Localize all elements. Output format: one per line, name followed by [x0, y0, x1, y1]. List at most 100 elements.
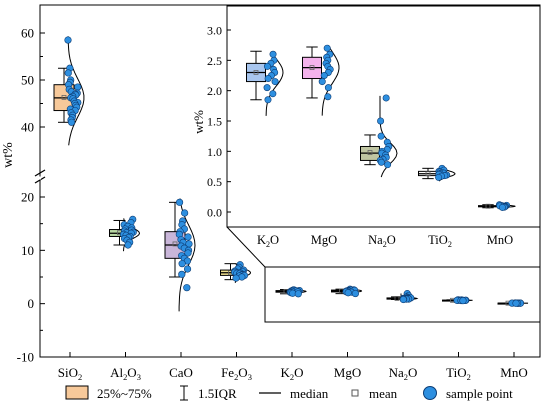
y-tick-label: 20 [21, 190, 34, 205]
box-group-MgO [302, 44, 340, 116]
label-subscript: 2 [266, 240, 270, 249]
inset-panel: 0.00.51.01.52.02.53.0wt%K2O MgO Na2O TiO2 Mn… [191, 5, 541, 249]
mean-marker [61, 94, 67, 100]
label-text: MgO [311, 233, 337, 247]
legend: 25%~75% 1.5IQR median mean sample point [65, 385, 513, 401]
main-marks [53, 36, 529, 312]
label-subscript: 3 [248, 372, 252, 382]
inset-x-tick-label: Na2O [368, 233, 396, 249]
inset-y-tick-label: 0.0 [207, 206, 222, 220]
zoom-box [226, 226, 541, 323]
inset-x-tick-label: MgO [311, 233, 337, 247]
label-text: K [257, 233, 266, 247]
y-tick-label: 50 [21, 73, 34, 88]
sample-point [269, 50, 277, 58]
legend-swatch-mean [351, 389, 359, 397]
x-tick-label: Fe2O3 [221, 365, 252, 382]
legend-label-mean: mean [369, 386, 398, 401]
inset-x-tick-label: TiO2 [428, 233, 452, 249]
sample-point [377, 132, 385, 140]
inset-x-tick-label: K2O [257, 233, 279, 249]
sample-point [324, 84, 332, 92]
sample-point [294, 290, 302, 298]
mean-marker [367, 150, 373, 155]
sample-point [512, 299, 520, 307]
sample-point [377, 158, 385, 166]
label-text: O [294, 365, 303, 380]
box-group-MnO [478, 201, 516, 211]
sample-point [498, 203, 506, 211]
label-text: TiO [428, 233, 448, 247]
box-group-Fe2O3 [220, 261, 252, 284]
sample-point [232, 274, 240, 282]
x-tick-label: K2O [281, 365, 304, 382]
label-text: O [238, 365, 247, 380]
sample-point [67, 118, 76, 126]
label-subscript: 2 [78, 372, 82, 382]
y-axis-label: wt% [1, 142, 16, 168]
box-group-Na2O [360, 94, 398, 178]
box-group-Na2O [386, 290, 419, 304]
sample-point [269, 90, 277, 98]
label-text: O [270, 233, 279, 247]
y-tick-label: 60 [21, 26, 34, 41]
sample-point [264, 75, 272, 83]
sample-point [271, 78, 279, 86]
box-group-Al2O3 [109, 215, 141, 252]
label-subscript: 2 [234, 372, 238, 382]
sample-point [351, 289, 359, 298]
legend-swatch-point [423, 386, 437, 400]
sample-point [323, 44, 331, 52]
axis-break-mark [34, 169, 46, 177]
inset-y-tick-label: 0.5 [207, 175, 222, 189]
label-text: O [387, 233, 396, 247]
x-tick-label: MnO [500, 365, 527, 380]
label-text: CaO [169, 365, 193, 380]
sample-point [344, 289, 352, 297]
density-curve [67, 36, 85, 146]
label-subscript: 2 [123, 372, 127, 382]
label-text: TiO [446, 365, 466, 380]
box-group-SiO2 [53, 36, 85, 146]
axis-break-gap [39, 176, 41, 180]
label-subscript: 2 [290, 372, 294, 382]
label-text: SiO [58, 365, 78, 380]
sample-point [181, 209, 189, 217]
label-text: Al [110, 365, 123, 380]
sample-point [263, 62, 271, 70]
box-group-TiO2 [442, 296, 473, 305]
label-subscript: 2 [383, 240, 387, 249]
density-curve [265, 51, 284, 116]
legend-swatch-box [65, 385, 89, 400]
label-text: Fe [221, 365, 234, 380]
sample-point [384, 161, 392, 169]
legend-label-point: sample point [446, 386, 513, 401]
inset-y-tick-label: 2.5 [207, 54, 222, 68]
label-text: MnO [487, 233, 513, 247]
mean-marker [394, 296, 400, 301]
x-tick-label: Na2O [389, 365, 418, 382]
legend-label-whisker: 1.5IQR [198, 386, 237, 401]
legend-label-median: median [290, 386, 329, 401]
sample-point [320, 72, 328, 80]
inset-y-tick-label: 1.5 [207, 115, 222, 129]
label-text: O [127, 365, 136, 380]
legend-label-box: 25%~75% [97, 386, 152, 401]
y-tick-label: 40 [21, 120, 34, 135]
label-subscript: 2 [467, 372, 471, 382]
mean-marker [485, 203, 491, 209]
x-tick-label: TiO2 [446, 365, 471, 382]
density-curve [321, 44, 340, 116]
sample-point [64, 69, 72, 77]
sample-point [183, 265, 192, 273]
mean-marker [309, 65, 315, 71]
x-tick-label: Al2O3 [110, 365, 141, 382]
box-group-TiO2 [418, 164, 456, 182]
y-tick-label: -10 [17, 350, 34, 365]
sample-point [459, 297, 467, 305]
zoom-connector [226, 226, 266, 268]
sample-point [318, 78, 326, 86]
x-tick-label: SiO2 [58, 365, 82, 382]
